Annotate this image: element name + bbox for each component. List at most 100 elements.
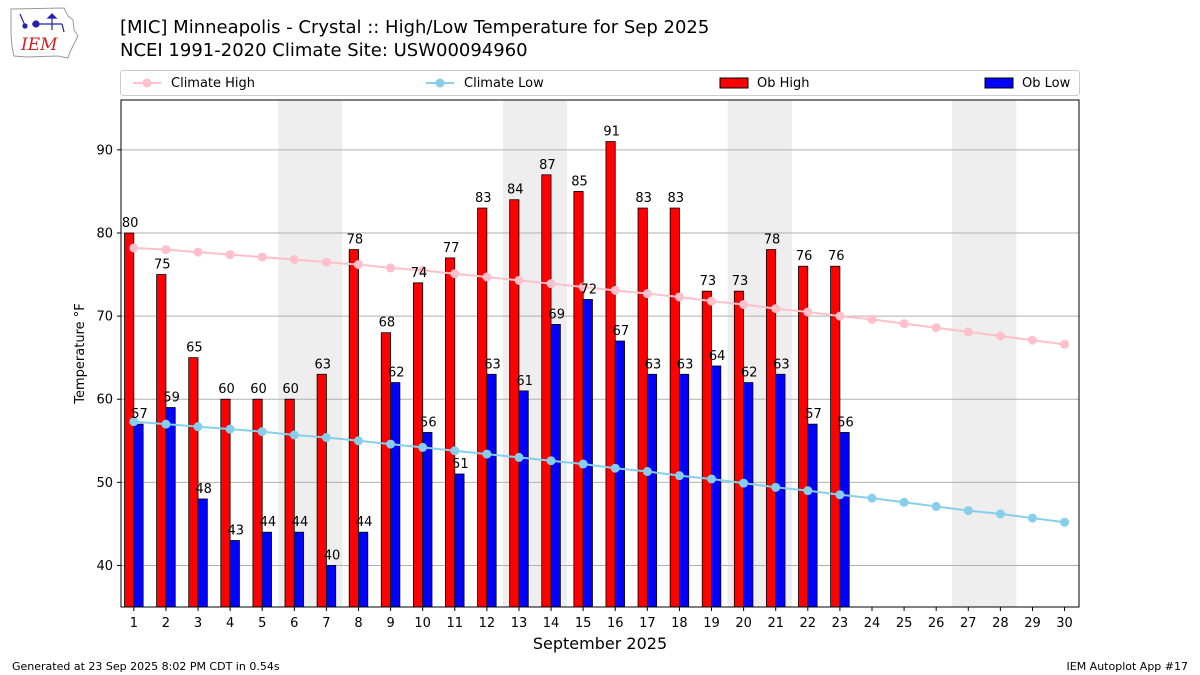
- ob-high-label: 83: [668, 191, 685, 206]
- ob-high-bar: [637, 207, 648, 608]
- climate-low-point: [963, 506, 973, 516]
- x-tick-label: 23: [832, 616, 849, 631]
- x-tick-label: 4: [226, 616, 234, 631]
- ob-high-label: 76: [796, 249, 813, 264]
- ob-high-bar: [477, 207, 488, 608]
- climate-low-point: [321, 432, 331, 442]
- ob-high-label: 80: [122, 216, 139, 231]
- ob-high-label: 68: [379, 316, 396, 331]
- climate-high-point: [386, 263, 396, 273]
- ob-low-label: 61: [516, 374, 533, 389]
- legend-label: Climate High: [171, 75, 256, 91]
- climate-low-point: [995, 509, 1005, 519]
- x-tick-label: 25: [896, 616, 913, 631]
- climate-high-point: [289, 255, 299, 265]
- climate-high-point: [578, 282, 588, 292]
- x-tick-label: 30: [1056, 616, 1073, 631]
- climate-low-point: [129, 417, 139, 427]
- climate-high-point: [610, 285, 620, 295]
- ob-low-label: 72: [581, 282, 598, 297]
- x-tick-label: 7: [322, 616, 330, 631]
- ob-low-label: 63: [677, 357, 694, 372]
- climate-high-point: [450, 269, 460, 279]
- climate-high-point: [835, 311, 845, 321]
- climate-high-point: [418, 265, 428, 275]
- chart-subtitle: NCEI 1991-2020 Climate Site: USW00094960: [120, 40, 528, 61]
- climate-high-point: [161, 245, 171, 255]
- climate-high-line: [133, 246, 1065, 346]
- climate-high-point: [257, 252, 267, 262]
- climate-low-point: [418, 442, 428, 452]
- climate-low-point: [257, 427, 267, 437]
- climate-low-point: [578, 459, 588, 469]
- ob-high-label: 75: [154, 258, 171, 273]
- ob-low-bar: [326, 565, 337, 608]
- climate-high-point: [739, 299, 749, 309]
- ob-high-label: 76: [828, 249, 845, 264]
- ob-high-bar: [348, 249, 359, 608]
- ob-low-bar: [614, 340, 625, 608]
- x-tick-label: 24: [864, 616, 881, 631]
- ob-low-label: 63: [773, 357, 790, 372]
- ob-high-label: 78: [347, 233, 364, 248]
- climate-high-swatch: [133, 78, 161, 88]
- climate-high-point: [963, 327, 973, 337]
- x-tick-label: 15: [575, 616, 592, 631]
- ob-low-label: 56: [420, 415, 437, 430]
- ob-low-bar: [422, 432, 433, 608]
- x-tick-label: 28: [992, 616, 1009, 631]
- climate-high-point: [931, 323, 941, 333]
- climate-low-point: [771, 482, 781, 492]
- ob-high-label: 83: [635, 191, 652, 206]
- y-tick-label: 70: [96, 310, 113, 325]
- x-tick-label: 9: [386, 616, 394, 631]
- climate-high-point: [129, 243, 139, 253]
- ob-low-bar: [807, 423, 818, 608]
- ob-high-label: 60: [282, 382, 299, 397]
- ob-high-bar: [156, 274, 167, 608]
- climate-low-point: [931, 501, 941, 511]
- climate-high-point: [707, 296, 717, 306]
- ob-low-label: 63: [645, 357, 662, 372]
- climate-high-point: [867, 314, 877, 324]
- ob-low-bar: [839, 432, 850, 608]
- ob-low-bar: [454, 473, 465, 608]
- x-tick-label: 20: [735, 616, 752, 631]
- ob-low-label: 56: [837, 415, 854, 430]
- ob-high-bar: [284, 398, 295, 608]
- ob-low-label: 63: [484, 357, 501, 372]
- ob-low-label: 62: [741, 366, 758, 381]
- climate-high-point: [514, 275, 524, 285]
- legend-item-ob-high: Ob High: [719, 74, 810, 92]
- x-tick-label: 13: [511, 616, 528, 631]
- climate-low-point: [610, 463, 620, 473]
- climate-low-point: [739, 478, 749, 488]
- climate-low-point: [867, 493, 877, 503]
- ob-high-bar: [733, 290, 745, 608]
- y-tick-label: 40: [96, 559, 113, 574]
- climate-low-point: [674, 471, 684, 481]
- x-tick-label: 17: [639, 616, 656, 631]
- climate-low-point: [707, 474, 717, 484]
- climate-high-point: [353, 260, 363, 270]
- legend-item-climate-high: Climate High: [131, 74, 255, 92]
- climate-low-point: [161, 419, 171, 429]
- ob-high-label: 73: [700, 274, 717, 289]
- climate-low-point: [546, 456, 556, 466]
- x-tick-label: 12: [479, 616, 496, 631]
- legend-label: Ob Low: [1022, 75, 1071, 91]
- ob-low-swatch: [984, 77, 1014, 89]
- ob-low-label: 69: [548, 307, 565, 322]
- x-tick-label: 1: [130, 616, 138, 631]
- climate-high-point: [482, 272, 492, 282]
- climate-high-point: [193, 247, 203, 257]
- ob-low-bar: [679, 373, 690, 608]
- climate-low-point: [482, 449, 492, 459]
- ob-low-bar: [261, 531, 272, 608]
- ob-high-bar: [669, 207, 680, 608]
- ob-low-bar: [582, 299, 593, 608]
- ob-high-bar: [573, 191, 584, 608]
- climate-low-line: [133, 420, 1065, 524]
- climate-low-point: [225, 424, 235, 434]
